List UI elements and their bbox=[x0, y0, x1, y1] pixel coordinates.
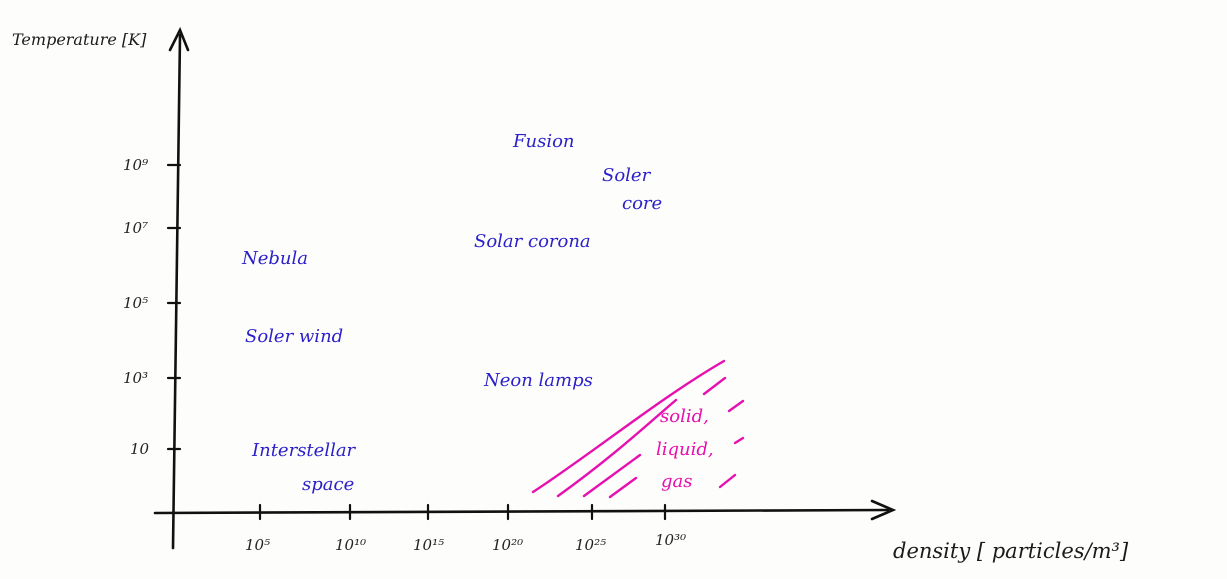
phase-gas: gas bbox=[661, 471, 693, 492]
x-tick-label-1e30: 10³⁰ bbox=[655, 531, 686, 549]
region-fusion: Fusion bbox=[512, 131, 575, 152]
region-nebula: Nebula bbox=[241, 248, 308, 269]
phase-labels: solid, liquid, gas bbox=[656, 406, 714, 492]
hatch-line-2 bbox=[584, 455, 640, 496]
region-solar-corona: Solar corona bbox=[474, 231, 591, 252]
hatch-line-7 bbox=[720, 475, 735, 487]
y-tick-label-1e9: 10⁹ bbox=[123, 156, 148, 174]
y-tick-label-1e3: 10³ bbox=[123, 369, 148, 387]
y-axis-line bbox=[173, 35, 180, 548]
hatch-line-3 bbox=[610, 478, 636, 497]
y-tick-label-1e5: 10⁵ bbox=[123, 294, 148, 312]
y-tick-label-1e7: 10⁷ bbox=[123, 219, 148, 237]
axes bbox=[155, 30, 893, 548]
x-tick-label-1e5: 10⁵ bbox=[245, 536, 270, 554]
x-tick-label-1e25: 10²⁵ bbox=[575, 536, 606, 554]
x-tick-label-1e15: 10¹⁵ bbox=[413, 536, 444, 554]
x-axis-title: density [ particles/m³] bbox=[893, 539, 1129, 563]
phase-liquid: liquid, bbox=[656, 439, 714, 460]
region-solar-core-line2: core bbox=[622, 193, 662, 214]
x-tick-labels: 10⁵ 10¹⁰ 10¹⁵ 10²⁰ 10²⁵ 10³⁰ bbox=[245, 531, 686, 554]
phase-solid: solid, bbox=[660, 406, 709, 427]
x-tick-label-1e20: 10²⁰ bbox=[492, 536, 523, 554]
x-tick-label-1e10: 10¹⁰ bbox=[335, 536, 366, 554]
region-neon-lamps: Neon lamps bbox=[483, 370, 593, 391]
region-labels: Fusion Soler core Solar corona Nebula So… bbox=[241, 131, 662, 495]
y-axis-title: Temperature [K] bbox=[12, 30, 147, 49]
region-solar-wind: Soler wind bbox=[245, 326, 343, 347]
region-interstellar-space-line2: space bbox=[302, 474, 354, 495]
hatch-line-6 bbox=[735, 438, 743, 443]
hatch-line-5 bbox=[729, 401, 743, 411]
y-tick-label-10: 10 bbox=[130, 440, 150, 458]
region-interstellar-space-line1: Interstellar bbox=[251, 440, 357, 461]
region-solar-core-line1: Soler bbox=[602, 165, 652, 186]
x-axis-line bbox=[155, 510, 888, 513]
y-tick-labels: 10⁹ 10⁷ 10⁵ 10³ 10 bbox=[123, 156, 150, 458]
hatch-line-4 bbox=[704, 378, 725, 394]
